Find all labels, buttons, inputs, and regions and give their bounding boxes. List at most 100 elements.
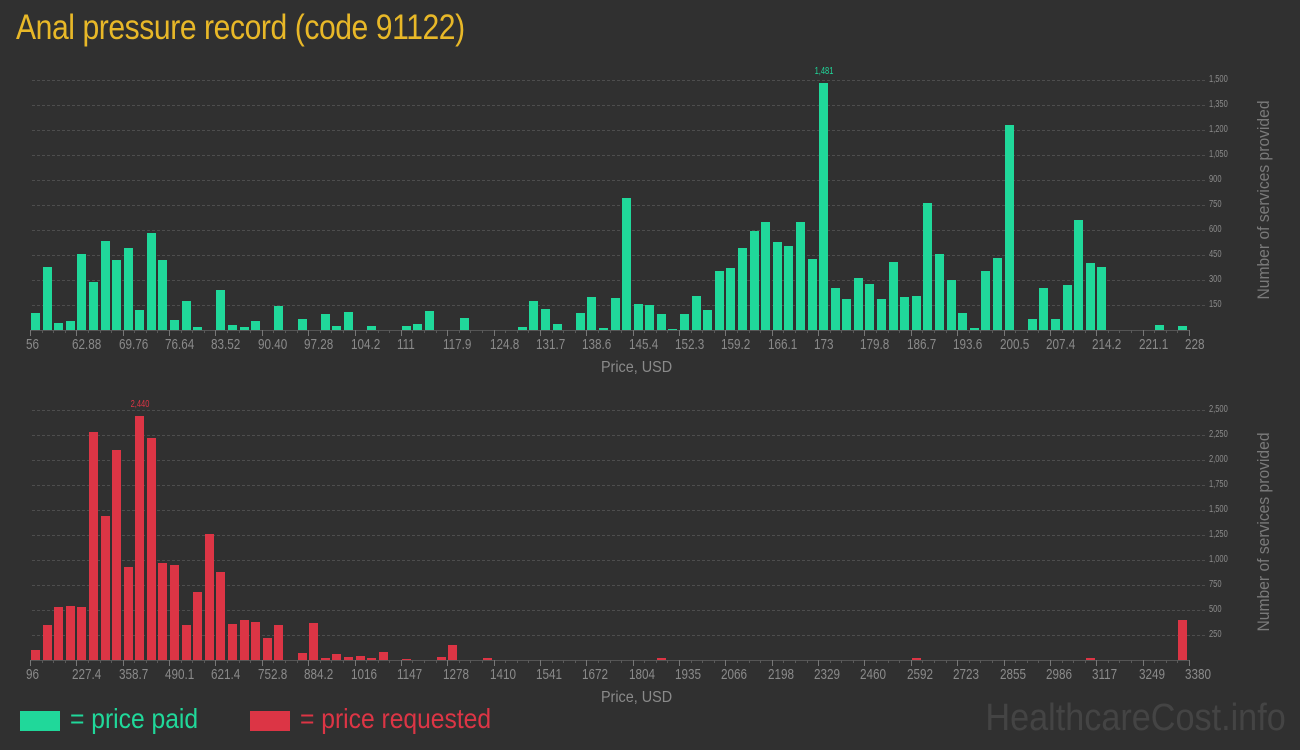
histogram-bar[interactable] <box>853 278 863 330</box>
histogram-bar[interactable] <box>31 313 40 330</box>
histogram-bar[interactable] <box>135 310 145 330</box>
histogram-bar[interactable] <box>448 645 458 660</box>
histogram-bar[interactable] <box>425 311 435 330</box>
histogram-bar[interactable] <box>401 326 411 330</box>
histogram-bar[interactable] <box>77 607 87 660</box>
histogram-bar[interactable] <box>228 325 238 330</box>
histogram-bar[interactable] <box>680 314 690 330</box>
histogram-bar[interactable] <box>239 620 249 660</box>
histogram-bar[interactable] <box>761 222 771 330</box>
histogram-bar[interactable] <box>552 324 562 330</box>
histogram-bar[interactable] <box>367 657 377 660</box>
histogram-bar[interactable] <box>529 301 539 330</box>
histogram-bar[interactable] <box>158 563 168 660</box>
histogram-bar[interactable] <box>228 624 238 660</box>
histogram-bar[interactable] <box>737 248 747 330</box>
histogram-bar[interactable] <box>204 534 214 660</box>
histogram-bar[interactable] <box>158 260 168 330</box>
histogram-bar[interactable] <box>1004 125 1014 330</box>
histogram-bar[interactable] <box>77 254 87 330</box>
histogram-bar[interactable] <box>367 326 377 330</box>
histogram-bar[interactable] <box>297 319 307 330</box>
histogram-bar[interactable] <box>633 304 643 330</box>
histogram-bar[interactable] <box>726 268 736 330</box>
histogram-bar[interactable] <box>320 314 330 330</box>
histogram-bar[interactable] <box>1178 326 1188 330</box>
histogram-bar[interactable] <box>598 328 608 330</box>
histogram-bar[interactable] <box>656 314 666 330</box>
histogram-bar[interactable] <box>587 297 597 330</box>
histogram-bar[interactable] <box>135 416 145 660</box>
histogram-bar[interactable] <box>622 198 632 330</box>
histogram-bar[interactable] <box>251 622 261 660</box>
histogram-bar[interactable] <box>1097 267 1107 330</box>
histogram-bar[interactable] <box>1027 319 1037 330</box>
histogram-bar[interactable] <box>332 654 342 660</box>
histogram-bar[interactable] <box>193 327 203 330</box>
histogram-bar[interactable] <box>170 320 180 330</box>
histogram-bar[interactable] <box>772 242 782 330</box>
histogram-bar[interactable] <box>1062 285 1072 330</box>
histogram-bar[interactable] <box>54 323 64 330</box>
histogram-bar[interactable] <box>1085 658 1095 660</box>
histogram-bar[interactable] <box>842 299 852 330</box>
histogram-bar[interactable] <box>923 203 933 330</box>
histogram-bar[interactable] <box>401 658 411 660</box>
histogram-bar[interactable] <box>1050 319 1060 330</box>
histogram-bar[interactable] <box>946 280 956 330</box>
histogram-bar[interactable] <box>668 329 678 330</box>
histogram-bar[interactable] <box>830 288 840 330</box>
histogram-bar[interactable] <box>343 312 353 330</box>
histogram-bar[interactable] <box>112 260 122 330</box>
histogram-bar[interactable] <box>1039 288 1049 330</box>
histogram-bar[interactable] <box>1085 263 1095 330</box>
histogram-bar[interactable] <box>459 318 469 330</box>
histogram-bar[interactable] <box>714 271 724 330</box>
histogram-bar[interactable] <box>31 650 40 660</box>
histogram-bar[interactable] <box>703 310 713 330</box>
histogram-bar[interactable] <box>749 231 759 330</box>
histogram-bar[interactable] <box>239 326 249 330</box>
histogram-bar[interactable] <box>88 282 98 330</box>
histogram-bar[interactable] <box>332 326 342 330</box>
histogram-bar[interactable] <box>992 258 1002 330</box>
histogram-bar[interactable] <box>656 658 666 660</box>
histogram-bar[interactable] <box>900 297 910 330</box>
histogram-bar[interactable] <box>100 241 110 330</box>
histogram-bar[interactable] <box>251 321 261 330</box>
histogram-bar[interactable] <box>181 301 191 330</box>
histogram-bar[interactable] <box>819 83 829 330</box>
histogram-bar[interactable] <box>969 328 979 330</box>
histogram-bar[interactable] <box>865 284 875 330</box>
histogram-bar[interactable] <box>100 516 110 660</box>
histogram-bar[interactable] <box>378 652 388 660</box>
histogram-bar[interactable] <box>123 248 133 330</box>
histogram-bar[interactable] <box>877 299 887 330</box>
histogram-bar[interactable] <box>181 625 191 660</box>
histogram-bar[interactable] <box>54 607 64 660</box>
histogram-bar[interactable] <box>1074 220 1084 330</box>
histogram-bar[interactable] <box>297 653 307 660</box>
histogram-bar[interactable] <box>274 306 284 330</box>
histogram-bar[interactable] <box>216 290 226 330</box>
histogram-bar[interactable] <box>343 656 353 660</box>
histogram-bar[interactable] <box>193 592 203 660</box>
histogram-bar[interactable] <box>112 450 122 660</box>
histogram-bar[interactable] <box>981 271 991 330</box>
histogram-bar[interactable] <box>575 313 585 330</box>
histogram-bar[interactable] <box>146 438 156 660</box>
histogram-bar[interactable] <box>262 638 272 660</box>
histogram-bar[interactable] <box>911 296 921 330</box>
histogram-bar[interactable] <box>888 262 898 330</box>
histogram-bar[interactable] <box>42 625 52 660</box>
histogram-bar[interactable] <box>911 658 921 660</box>
histogram-bar[interactable] <box>807 259 817 330</box>
histogram-bar[interactable] <box>645 305 655 330</box>
histogram-bar[interactable] <box>517 327 527 330</box>
histogram-bar[interactable] <box>413 324 423 330</box>
histogram-bar[interactable] <box>355 655 365 660</box>
histogram-bar[interactable] <box>1155 325 1165 330</box>
histogram-bar[interactable] <box>795 222 805 330</box>
histogram-bar[interactable] <box>65 321 75 330</box>
histogram-bar[interactable] <box>958 313 968 330</box>
